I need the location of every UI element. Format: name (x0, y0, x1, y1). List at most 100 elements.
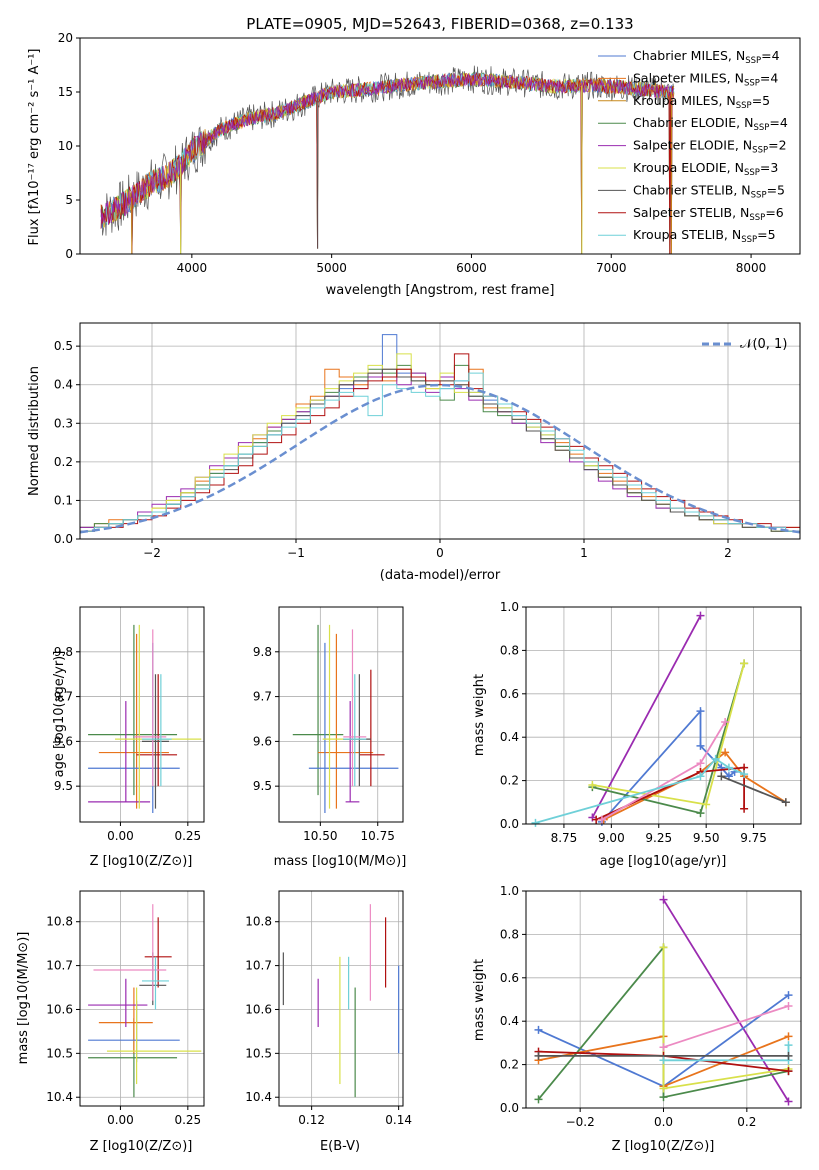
y-tick-label: 9.5 (54, 779, 73, 793)
ebv-mass-panel-frame (278, 890, 404, 1107)
x-tick-label: 10.75 (361, 829, 395, 843)
weight-point-marker (597, 815, 606, 824)
weight-point-marker (659, 1093, 668, 1102)
x-tick-label: −0.2 (566, 1115, 595, 1129)
y-tick-label: 0.2 (54, 455, 73, 469)
mass-age-panel-grid (279, 607, 403, 822)
x-tick-label: 0.25 (174, 1113, 201, 1127)
z-mass-x-label: Z [log10(Z/Z⊙)] (90, 1139, 193, 1154)
spectrum-line (100, 73, 675, 225)
x-tick-label: −1 (287, 546, 305, 560)
x-tick-label: 9.00 (598, 831, 625, 845)
z-age-panel-plot (88, 624, 202, 814)
y-tick-label: 0.2 (500, 1058, 519, 1072)
y-tick-label: 10.8 (46, 915, 73, 929)
x-tick-label: 0.14 (385, 1113, 412, 1127)
z-age-y-label: age [log10(age/yr)] (52, 651, 67, 778)
weight-point-marker (740, 770, 749, 779)
x-tick-label: 10.50 (303, 829, 337, 843)
mass-age-panel-ticks: 10.50 10.75 9.5 9.6 9.7 9.8 (253, 645, 395, 843)
weight-point-marker (784, 1002, 793, 1011)
y-tick-label: 10.7 (46, 959, 73, 973)
y-tick-label: 0.4 (54, 378, 73, 392)
legend-label: Kroupa STELIB, NSSP=5 (633, 227, 776, 245)
weight-point-marker (724, 763, 733, 772)
z-mass-panel-frame (79, 890, 205, 1107)
weight-point-marker (534, 1025, 543, 1034)
z-mass-panel-ticks: 0.00 0.25 10.4 10.5 10.6 10.7 10.8 (46, 915, 201, 1127)
x-tick-label: 8000 (736, 261, 767, 275)
y-tick-label: 0.0 (500, 1101, 519, 1115)
z-age-panel-grid (80, 607, 204, 822)
legend-label: Kroupa MILES, NSSP=5 (633, 93, 770, 111)
weight-point-marker (721, 748, 730, 757)
y-tick-label: 0.1 (54, 493, 73, 507)
age-weight-panel-plot (531, 611, 790, 827)
weight-series-line (592, 663, 745, 815)
y-tick-label: 1.0 (500, 884, 519, 898)
y-tick-label: 0.4 (500, 1014, 519, 1028)
x-tick-label: 4000 (177, 261, 208, 275)
y-tick-label: 0.6 (500, 687, 519, 701)
y-tick-label: 0.6 (500, 971, 519, 985)
weight-series-line (720, 775, 787, 804)
weight-point-marker (588, 780, 597, 789)
z-weight-panel-ticks: −0.2 0.0 0.2 0.0 0.2 0.4 0.6 0.8 1.0 (500, 884, 756, 1129)
y-tick-label: 15 (58, 85, 73, 99)
x-tick-label: 0 (436, 546, 444, 560)
weight-point-marker (740, 804, 749, 813)
weight-point-marker (659, 1043, 668, 1052)
y-tick-label: 0.3 (54, 416, 73, 430)
y-tick-label: 9.6 (54, 734, 73, 748)
normal-curve (79, 383, 801, 534)
x-tick-label: 0.00 (107, 1113, 134, 1127)
weight-point-marker (696, 759, 705, 768)
y-tick-label: 10.8 (245, 915, 272, 929)
ebv-mass-panel-ticks: 0.12 0.14 10.4 10.5 10.6 10.7 10.8 (245, 915, 412, 1127)
x-tick-label: −2 (143, 546, 161, 560)
weight-point-marker (659, 895, 668, 904)
weight-point-marker (784, 991, 793, 1000)
y-tick-label: 10.5 (245, 1046, 272, 1060)
y-tick-label: 9.8 (54, 645, 73, 659)
ebv-mass-x-label: E(B-V) (320, 1139, 360, 1154)
x-tick-label: 6000 (456, 261, 487, 275)
weight-series-line (592, 663, 745, 806)
y-tick-label: 9.7 (54, 690, 73, 704)
y-tick-label: 5 (65, 193, 73, 207)
mass-age-panel: 10.50 10.75 9.5 9.6 9.7 9.8 (253, 606, 404, 843)
mass-age-x-label: mass [log10(M/M⊙)] (274, 854, 407, 869)
age-weight-x-label: age [log10(age/yr)] (600, 854, 727, 869)
z-weight-panel: −0.2 0.0 0.2 0.0 0.2 0.4 0.6 0.8 1.0 (500, 884, 802, 1129)
z-mass-panel: 0.00 0.25 10.4 10.5 10.6 10.7 10.8 (46, 890, 205, 1127)
x-tick-label: 7000 (596, 261, 627, 275)
ebv-mass-panel-grid (279, 891, 403, 1106)
x-tick-label: 9.75 (740, 831, 767, 845)
weight-point-marker (717, 772, 726, 781)
weight-point-marker (784, 1097, 793, 1106)
y-tick-label: 10 (58, 139, 73, 153)
spectrum-plot (100, 65, 675, 255)
mass-age-panel-frame (278, 606, 404, 823)
histogram-x-label: (data-model)/error (380, 568, 501, 583)
z-weight-x-label: Z [log10(Z/Z⊙)] (612, 1139, 715, 1154)
weight-point-marker (784, 1067, 793, 1076)
spectrum-legend: Chabrier MILES, NSSP=4 Salpeter MILES, NS… (598, 48, 788, 245)
legend-label: Salpeter ELODIE, NSSP=2 (633, 138, 787, 156)
y-tick-label: 0.8 (500, 643, 519, 657)
weight-series-line (591, 615, 702, 818)
histogram-series (79, 353, 800, 539)
y-tick-label: 20 (58, 31, 73, 45)
weight-point-marker (659, 1056, 668, 1065)
spectrum-y-label: Flux [fλ10⁻¹⁷ erg cm⁻² s⁻¹ A⁻¹] (27, 49, 42, 246)
weight-series-line (663, 1005, 789, 1049)
histogram-series (79, 372, 800, 539)
age-weight-y-label: mass weight (472, 674, 487, 756)
y-tick-label: 9.5 (253, 779, 272, 793)
z-weight-panel-plot (534, 895, 793, 1106)
histogram-y-label: Normed distribution (27, 366, 42, 496)
z-mass-panel-grid (80, 891, 204, 1106)
histogram-plot (79, 334, 801, 539)
y-tick-label: 0.0 (500, 817, 519, 831)
